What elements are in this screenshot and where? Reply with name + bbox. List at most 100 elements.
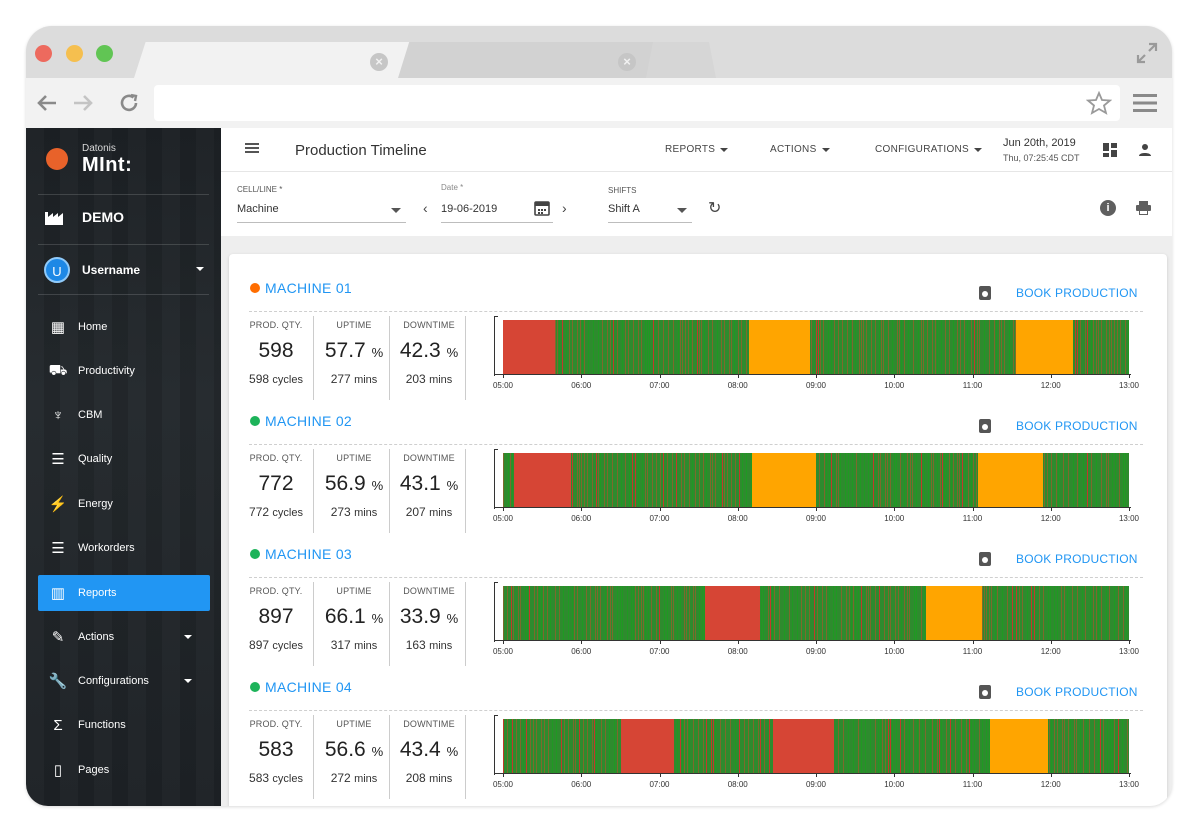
production-timeline[interactable]: 05:00 06:00 07:00 08:00 09:00 10:00 11:00 12:00… [493,314,1143,408]
sidebar-item-functions[interactable]: Σ Functions [38,707,210,743]
reports-menu[interactable]: REPORTS [665,144,729,155]
divider [313,316,314,400]
x-tick [972,773,974,777]
x-tick-label: 09:00 [805,647,827,656]
timeline-bar[interactable] [503,586,1129,640]
timeline-streak [1067,586,1068,640]
sidebar-item-energy[interactable]: ⚡ Energy [38,486,210,522]
timeline-streak [866,320,867,374]
timeline-streak [982,586,983,640]
browser-menu-icon[interactable] [1132,93,1158,113]
timeline-streak [592,453,593,507]
book-production-button[interactable]: BOOK PRODUCTION [979,552,1138,566]
timeline-streak [715,453,716,507]
minimize-window-button[interactable] [66,45,83,62]
sidebar-item-actions[interactable]: ✎ Actions [38,619,210,655]
configurations-menu[interactable]: CONFIGURATIONS [875,144,983,155]
timeline-segment-stopped[interactable] [620,719,674,773]
tab-close-icon[interactable]: × [618,53,636,71]
timeline-streak [989,586,990,640]
machine-title[interactable]: MACHINE 02 [250,413,352,429]
timeline-streak [924,453,925,507]
maximize-window-button[interactable] [96,45,113,62]
timeline-segment-stopped[interactable] [503,320,555,374]
tab-close-icon[interactable]: × [370,53,388,71]
machine-title[interactable]: MACHINE 01 [250,280,352,296]
timeline-segment-idle[interactable] [926,586,982,640]
production-timeline[interactable]: 05:00 06:00 07:00 08:00 09:00 10:00 11:00 12:00… [493,713,1143,806]
reload-icon[interactable] [118,92,140,114]
sidebar-item-productivity[interactable]: ⛟ Productivity [38,353,210,389]
sidebar-item-configurations[interactable]: 🔧 Configurations [38,663,210,699]
x-tick-label: 05:00 [492,381,514,390]
timeline-bar[interactable] [503,453,1129,507]
refresh-icon[interactable]: ↻ [708,200,722,217]
x-tick-label: 12:00 [1040,514,1061,523]
timeline-streak [897,320,898,374]
tab-inactive[interactable] [398,42,678,78]
sidebar-item-home[interactable]: ▦ Home [38,309,210,345]
logo[interactable]: Datonis MInt: [46,140,216,180]
timeline-segment-idle[interactable] [752,453,816,507]
book-production-button[interactable]: BOOK PRODUCTION [979,286,1138,300]
bookmark-star-icon[interactable] [1086,91,1112,115]
browser-nav-bar [26,78,1172,128]
print-icon[interactable] [1136,201,1151,215]
production-timeline[interactable]: 05:00 06:00 07:00 08:00 09:00 10:00 11:00 12:00… [493,580,1143,674]
fullscreen-icon[interactable] [1136,42,1158,64]
book-production-button[interactable]: BOOK PRODUCTION [979,419,1138,433]
next-date-icon[interactable]: › [562,200,567,216]
sidebar-item-pages[interactable]: ▯ Pages [38,752,210,788]
sidebar-item-cbm[interactable]: ♆ CBM [38,397,210,433]
prev-date-icon[interactable]: ‹ [423,200,428,216]
timeline-segment-stopped[interactable] [704,586,760,640]
machine-title[interactable]: MACHINE 03 [250,546,352,562]
calendar-icon[interactable] [534,200,550,216]
timeline-segment-stopped[interactable] [513,453,571,507]
chevron-down-icon [720,147,729,152]
timeline-streak [1068,719,1069,773]
timeline-bar[interactable] [503,719,1129,773]
x-tick-label: 11:00 [962,780,983,789]
timeline-streak [725,719,726,773]
demo-plant[interactable]: DEMO [44,204,124,230]
timeline-segment-idle[interactable] [990,719,1048,773]
url-bar[interactable] [154,85,1120,121]
downtime-stat: DOWNTIME 42.3 % 203 mins [391,320,467,386]
user-icon[interactable] [1138,143,1152,157]
sidebar-item-quality[interactable]: ☰ Quality [38,441,210,477]
stat-sub: 277 mins [330,372,378,386]
date-input[interactable]: 19-06-2019 [441,203,498,215]
sidebar-item-reports[interactable]: ▥ Reports [38,575,210,611]
actions-menu[interactable]: ACTIONS [770,144,830,155]
dashboard-icon[interactable] [1103,143,1117,157]
timeline-streak [957,453,958,507]
shifts-select[interactable]: Shift A [608,203,640,215]
cell-line-select[interactable]: Machine [237,203,279,215]
timeline-segment-stopped[interactable] [773,719,834,773]
list-view-icon[interactable] [245,143,259,155]
forward-icon[interactable] [72,93,94,113]
book-production-button[interactable]: BOOK PRODUCTION [979,685,1138,699]
user-menu[interactable]: U Username [44,256,204,284]
timeline-streak [1013,320,1014,374]
timeline-bar[interactable] [503,320,1129,374]
tab-inactive-2[interactable] [646,42,716,78]
timeline-segment-idle[interactable] [977,453,1043,507]
prod-qty-stat: PROD. QTY. 583 583 cycles [237,719,315,785]
stat-sub: 317 mins [330,638,378,652]
timeline-streak [1054,719,1055,773]
close-window-button[interactable] [35,45,52,62]
timeline-streak [572,320,573,374]
timeline-streak [995,586,996,640]
timeline-streak [1091,320,1092,374]
sidebar-item-workorders[interactable]: ☰ Workorders [38,530,210,566]
info-icon[interactable]: i [1100,200,1116,216]
timeline-segment-idle[interactable] [749,320,810,374]
back-icon[interactable] [36,93,58,113]
timeline-streak [896,453,897,507]
timeline-segment-idle[interactable] [1016,320,1073,374]
machine-title[interactable]: MACHINE 04 [250,679,352,695]
production-timeline[interactable]: 05:00 06:00 07:00 08:00 09:00 10:00 11:00 12:00… [493,447,1143,541]
timeline-streak [601,719,602,773]
